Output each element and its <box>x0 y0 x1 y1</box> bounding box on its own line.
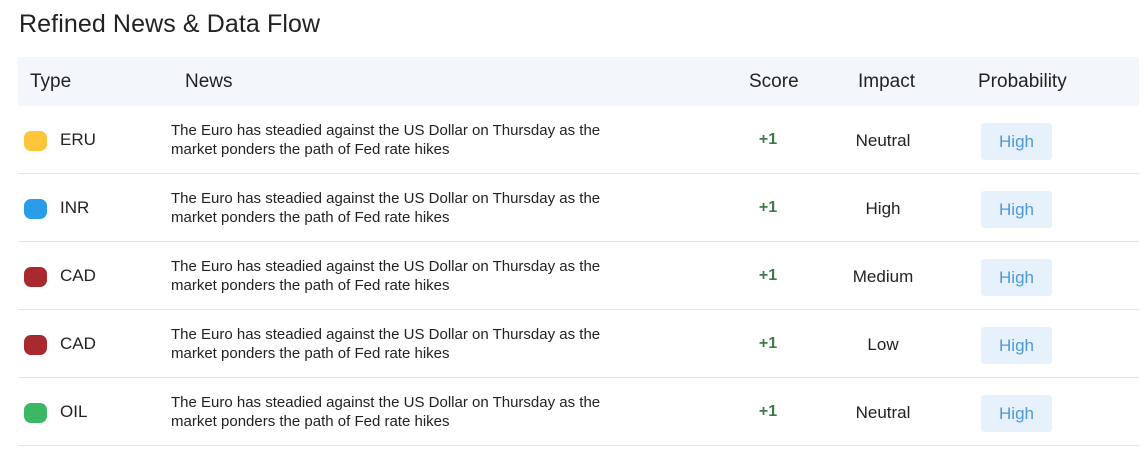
impact-value: Medium <box>852 267 914 286</box>
news-table: Type News Score Impact Probability ERU T… <box>18 57 1139 446</box>
header-type: Type <box>30 71 72 92</box>
score-value: +1 <box>758 335 778 352</box>
impact-value: Neutral <box>855 403 911 422</box>
type-label: ERU <box>60 130 96 149</box>
type-color-dot <box>24 335 47 355</box>
score-value: +1 <box>758 267 778 284</box>
news-text-line: The Euro has steadied against the US Dol… <box>171 190 601 207</box>
score-value: +1 <box>758 199 778 216</box>
header-impact: Impact <box>858 71 916 92</box>
table-header: Type News Score Impact Probability <box>18 57 1139 106</box>
news-text-line: market ponders the path of Fed rate hike… <box>171 413 450 430</box>
table-row[interactable]: CAD The Euro has steadied against the US… <box>18 242 1139 310</box>
news-text[interactable]: The Euro has steadied against the US Dol… <box>171 257 691 295</box>
table-row[interactable]: CAD The Euro has steadied against the US… <box>18 310 1139 378</box>
header-probability: Probability <box>978 71 1067 92</box>
news-text[interactable]: The Euro has steadied against the US Dol… <box>171 393 691 431</box>
news-text[interactable]: The Euro has steadied against the US Dol… <box>171 189 691 227</box>
table-row[interactable]: ERU The Euro has steadied against the US… <box>18 106 1139 174</box>
probability-badge: High <box>981 327 1052 364</box>
probability-badge: High <box>981 395 1052 432</box>
type-label: CAD <box>60 266 96 285</box>
impact-value: High <box>865 199 901 218</box>
news-text-line: market ponders the path of Fed rate hike… <box>171 209 450 226</box>
header-score: Score <box>749 71 799 92</box>
news-text-line: market ponders the path of Fed rate hike… <box>171 345 450 362</box>
type-label: OIL <box>60 402 88 421</box>
score-value: +1 <box>758 403 778 420</box>
type-color-dot <box>24 403 47 423</box>
page-title: Refined News & Data Flow <box>19 10 321 38</box>
score-value: +1 <box>758 131 778 148</box>
probability-badge: High <box>981 259 1052 296</box>
impact-value: Neutral <box>855 131 911 150</box>
impact-value: Low <box>867 335 899 354</box>
news-text[interactable]: The Euro has steadied against the US Dol… <box>171 325 691 363</box>
type-color-dot <box>24 131 47 151</box>
news-text[interactable]: The Euro has steadied against the US Dol… <box>171 121 691 159</box>
table-row[interactable]: INR The Euro has steadied against the US… <box>18 174 1139 242</box>
news-text-line: The Euro has steadied against the US Dol… <box>171 258 601 275</box>
table-row[interactable]: OIL The Euro has steadied against the US… <box>18 378 1139 446</box>
type-label: INR <box>60 198 90 217</box>
news-text-line: The Euro has steadied against the US Dol… <box>171 122 601 139</box>
type-label: CAD <box>60 334 96 353</box>
news-text-line: The Euro has steadied against the US Dol… <box>171 326 601 343</box>
type-color-dot <box>24 199 47 219</box>
type-color-dot <box>24 267 47 287</box>
news-text-line: The Euro has steadied against the US Dol… <box>171 394 601 411</box>
news-text-line: market ponders the path of Fed rate hike… <box>171 141 450 158</box>
probability-badge: High <box>981 191 1052 228</box>
probability-badge: High <box>981 123 1052 160</box>
header-news: News <box>185 71 233 92</box>
news-text-line: market ponders the path of Fed rate hike… <box>171 277 450 294</box>
